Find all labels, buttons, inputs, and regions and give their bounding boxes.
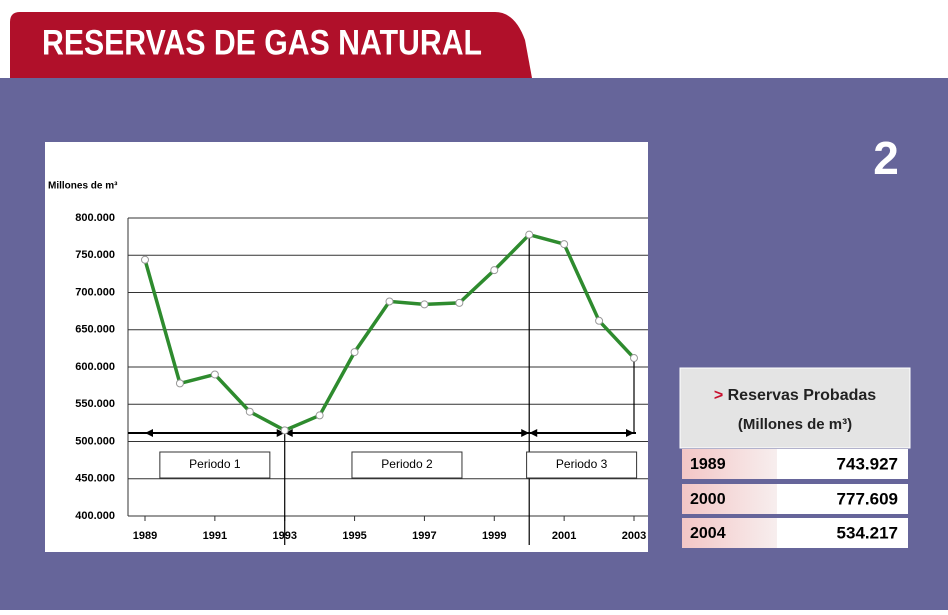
period-arrow xyxy=(529,429,538,437)
y-tick-label: 700.000 xyxy=(75,286,115,298)
year: 1989 xyxy=(690,456,726,473)
value-cell xyxy=(777,518,908,548)
x-tick-label: 1997 xyxy=(412,530,436,542)
y-tick-label: 550.000 xyxy=(75,398,115,410)
x-tick-label: 1991 xyxy=(203,530,227,542)
point xyxy=(210,370,219,379)
year-cell xyxy=(682,518,777,548)
header-title: RESERVAS DE GAS NATURAL xyxy=(42,23,482,62)
y-tick-label: 750.000 xyxy=(75,249,115,261)
year-cell xyxy=(682,484,777,514)
x-tick-label: 1989 xyxy=(133,530,157,542)
point xyxy=(490,266,499,275)
point xyxy=(595,316,604,325)
period-arrow xyxy=(276,429,285,437)
x-tick-label: 2003 xyxy=(622,530,646,542)
y-tick-label: 400.000 xyxy=(75,510,115,522)
x-tick-label: 2001 xyxy=(552,530,576,542)
point xyxy=(525,230,534,239)
chart-area xyxy=(45,142,648,552)
y-axis-label: Millones de m³ xyxy=(48,181,118,192)
badge: 2 xyxy=(873,132,899,184)
point xyxy=(175,379,184,388)
point xyxy=(630,354,638,363)
point xyxy=(455,298,464,307)
point xyxy=(245,407,254,416)
period-arrow xyxy=(145,429,153,437)
year-cell xyxy=(682,449,777,479)
period-box xyxy=(351,451,463,479)
table-marker: > xyxy=(714,387,723,404)
value: 777.609 xyxy=(837,489,898,508)
y-tick-label: 500.000 xyxy=(75,435,115,447)
y-tick-label: 800.000 xyxy=(75,212,115,224)
header-tab xyxy=(10,12,532,78)
period-label: Periodo 2 xyxy=(381,457,433,471)
value-cell xyxy=(777,484,908,514)
chart: 400.000 450.000 500.000 550.000 600.000 650.0… xyxy=(75,212,648,545)
table-title-text: Reservas Probadas xyxy=(728,387,877,404)
y-tick-label: 450.000 xyxy=(75,473,115,485)
x-tick-label: 1999 xyxy=(482,530,506,542)
table-subtitle: (Millones de m³) xyxy=(738,416,852,433)
y-tick-label: 600.000 xyxy=(75,361,115,373)
period-label: Periodo 1 xyxy=(189,457,241,471)
point xyxy=(280,426,289,435)
period-arrow xyxy=(284,429,293,437)
year: 2000 xyxy=(690,491,726,508)
y-tick-label: 650.000 xyxy=(75,324,115,336)
x-tick-label: 1995 xyxy=(342,530,366,542)
table-header xyxy=(679,367,911,449)
point xyxy=(315,411,324,420)
value: 743.927 xyxy=(837,454,898,473)
year: 2004 xyxy=(690,525,726,542)
table-title: > Reservas Probadas xyxy=(714,387,876,404)
point xyxy=(560,240,569,249)
period-box xyxy=(526,451,638,479)
point xyxy=(141,255,149,264)
point xyxy=(350,348,359,357)
point xyxy=(420,300,429,309)
value-cell xyxy=(777,449,908,479)
period-label: Periodo 3 xyxy=(556,457,608,471)
value: 534.217 xyxy=(837,523,898,542)
point xyxy=(385,297,394,306)
period-box xyxy=(159,451,271,479)
table: 1989 743.927 2000 777.609 2004 534.217 xyxy=(682,449,908,548)
period-arrow xyxy=(626,429,634,437)
period-arrow xyxy=(521,429,530,437)
